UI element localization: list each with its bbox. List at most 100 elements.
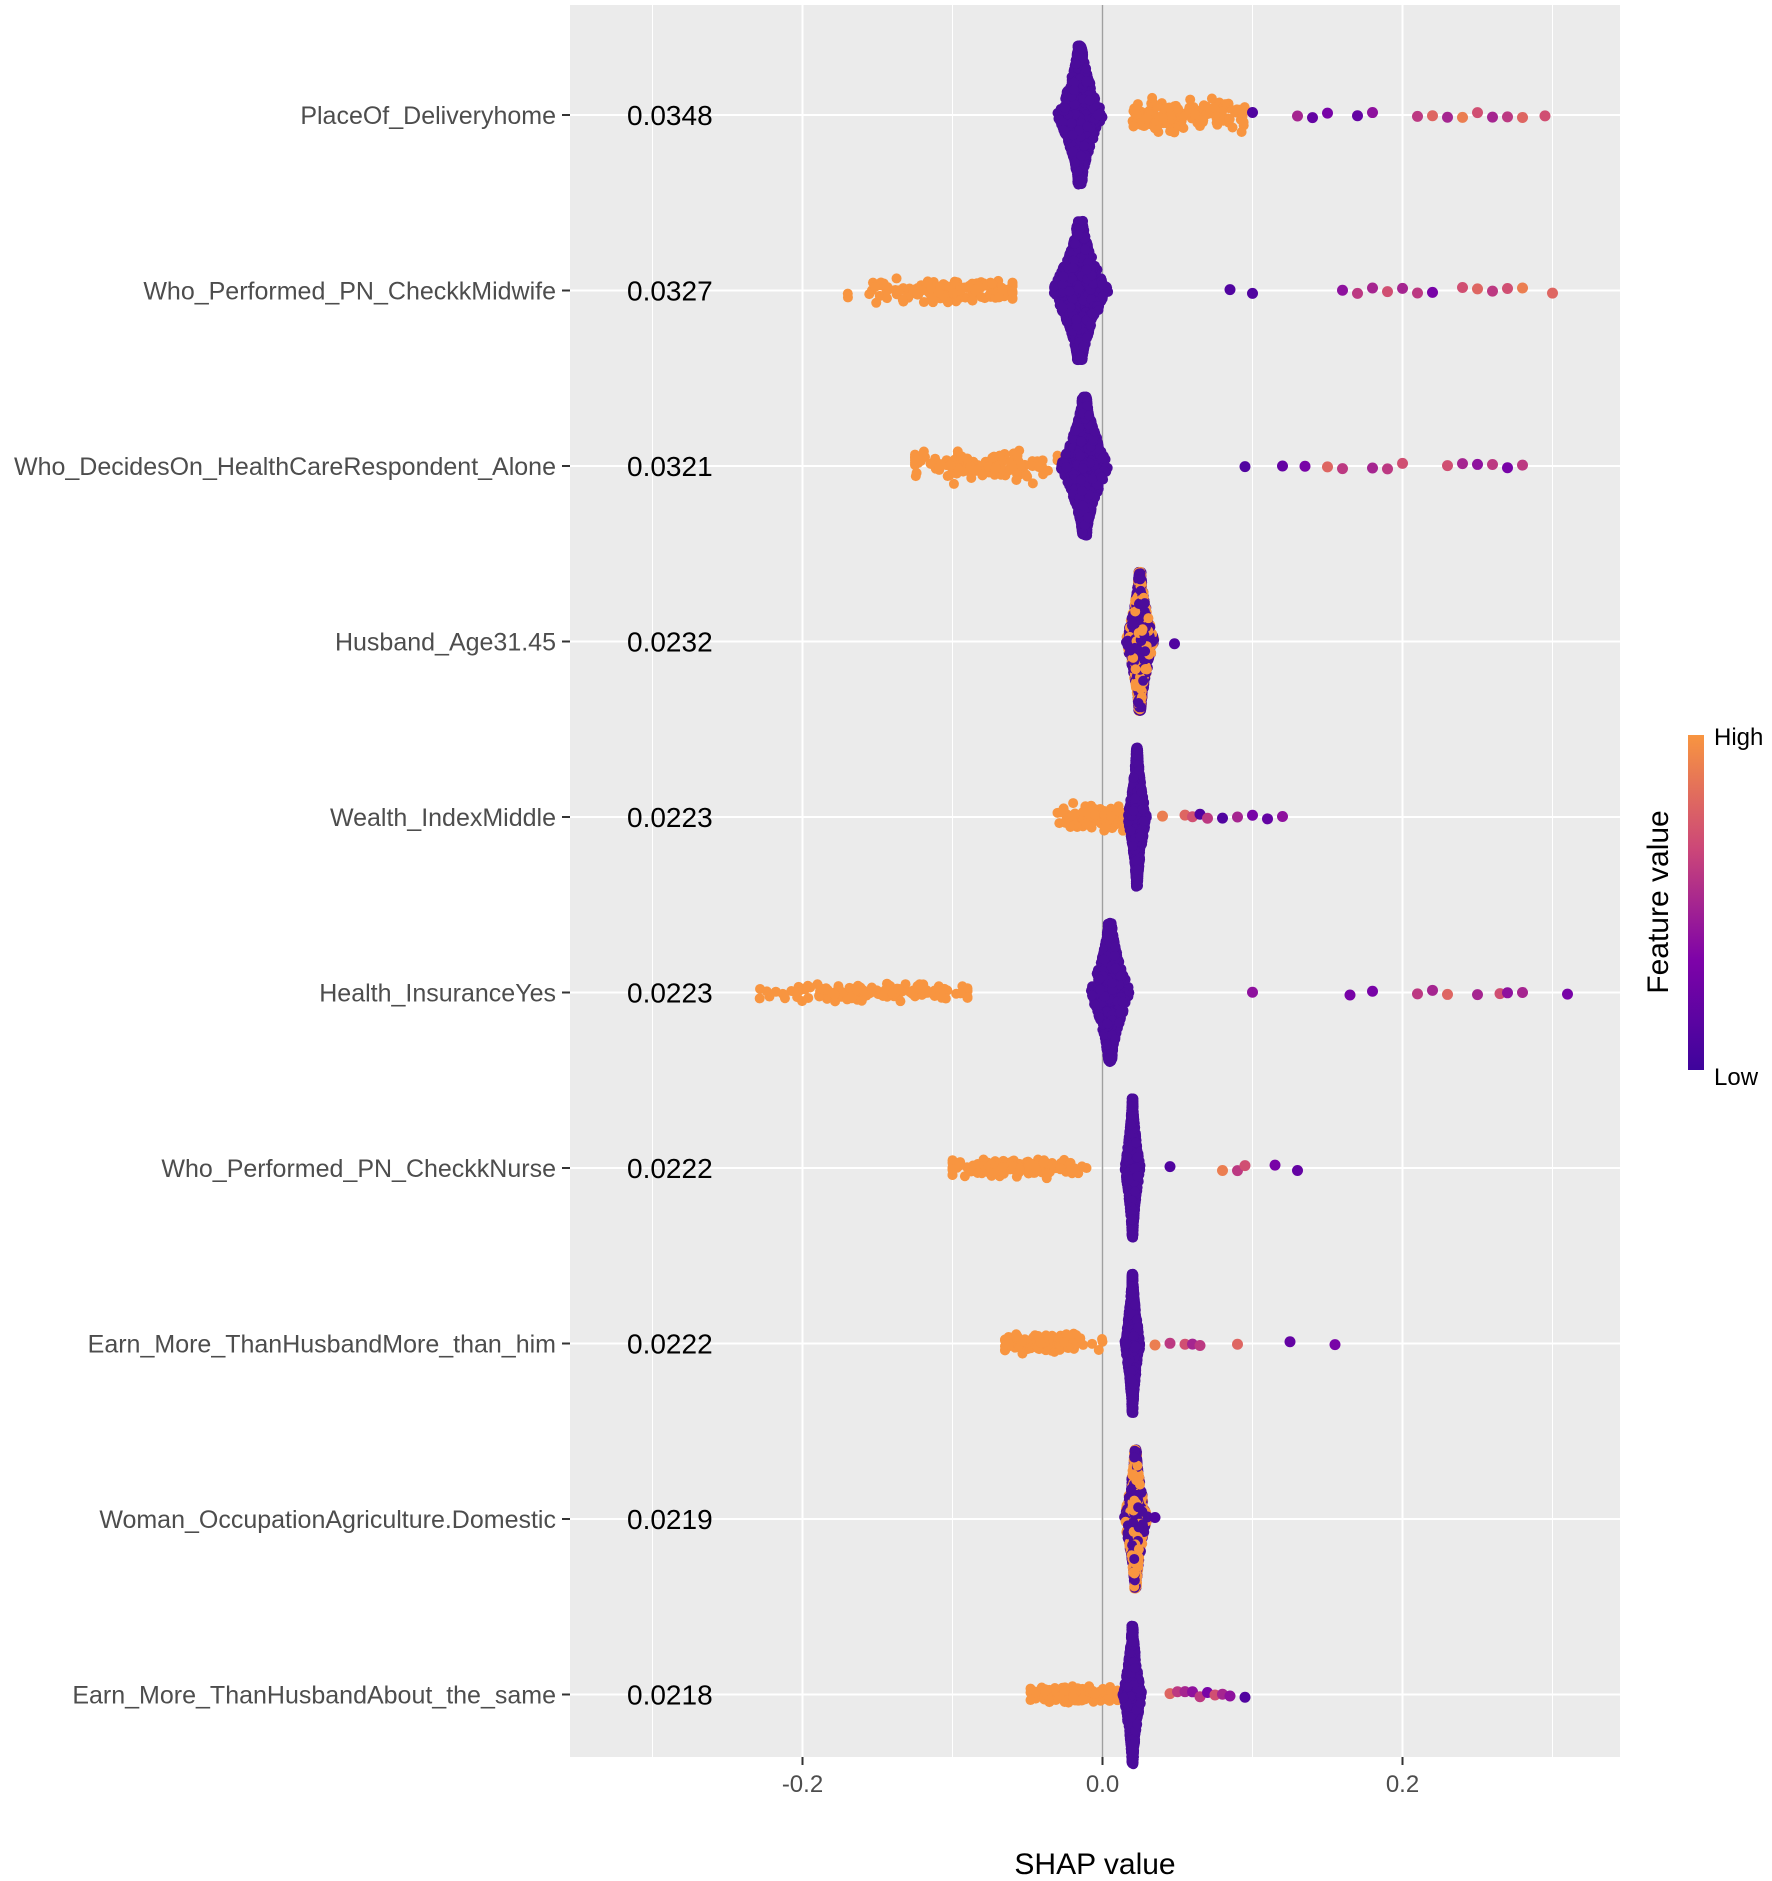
high-value-point: [897, 294, 908, 305]
feature-points-1: [1052, 40, 1551, 190]
high-value-point: [1142, 112, 1153, 123]
high-value-point: [986, 278, 997, 289]
outlier-point: [1367, 462, 1378, 474]
high-value-point: [945, 460, 956, 471]
high-value-point: [1209, 102, 1220, 113]
high-value-point: [1169, 127, 1180, 138]
high-value-point: [1042, 465, 1053, 476]
low-value-point: [1058, 271, 1069, 282]
outlier-point: [1547, 287, 1558, 299]
outlier-point: [1472, 283, 1483, 295]
low-value-point: [1086, 320, 1097, 331]
low-value-point: [1061, 462, 1072, 473]
high-value-point: [1238, 117, 1249, 128]
low-value-point: [1080, 244, 1091, 255]
high-value-point: [948, 288, 959, 299]
high-value-point: [1131, 109, 1142, 120]
high-value-point: [933, 287, 944, 298]
high-value-point: [1080, 818, 1091, 829]
low-value-point: [1061, 448, 1072, 459]
high-value-point: [912, 289, 923, 300]
high-value-point: [1152, 101, 1163, 112]
outlier-point: [1442, 111, 1453, 123]
low-value-point: [1064, 286, 1075, 297]
low-value-point: [1137, 625, 1148, 636]
low-value-point: [1070, 58, 1081, 69]
low-value-point: [1125, 645, 1136, 656]
high-value-point: [891, 273, 902, 284]
low-value-point: [1140, 664, 1151, 675]
outlier-point: [1487, 111, 1498, 123]
outlier-point: [1502, 282, 1513, 294]
low-value-point: [1078, 341, 1089, 352]
outlier-point: [1517, 282, 1528, 294]
low-value-point: [1076, 43, 1087, 54]
outlier-point: [1412, 110, 1423, 122]
outlier-point: [1502, 462, 1513, 474]
outlier-point: [1539, 110, 1551, 122]
high-value-point: [910, 452, 920, 463]
outlier-point: [1502, 111, 1513, 123]
outlier-point: [1517, 459, 1528, 471]
high-value-point: [1224, 114, 1235, 125]
low-value-point: [1069, 157, 1080, 168]
high-value-point: [948, 478, 959, 489]
low-value-point: [1062, 477, 1073, 488]
high-value-point: [1007, 460, 1018, 471]
low-value-point: [1084, 410, 1095, 421]
outlier-point: [1487, 285, 1498, 297]
outlier-point: [1337, 463, 1348, 475]
low-value-point: [1082, 512, 1093, 523]
low-value-point: [1140, 646, 1151, 657]
outlier-point: [1457, 111, 1468, 123]
high-value-point: [1164, 102, 1175, 113]
data-points: [754, 40, 1573, 1770]
low-value-point: [1082, 121, 1093, 132]
outlier-point: [1427, 286, 1438, 298]
outlier-point: [1427, 110, 1438, 122]
high-value-point: [935, 459, 946, 470]
low-value-point: [1097, 453, 1108, 464]
high-value-point: [967, 295, 978, 306]
high-value-point: [1087, 803, 1098, 814]
high-value-point: [949, 276, 960, 287]
outlier-point: [1412, 287, 1423, 299]
outlier-point: [1337, 284, 1348, 296]
low-value-point: [1071, 314, 1082, 325]
outlier-point: [1397, 457, 1408, 469]
outlier-point: [1247, 107, 1258, 119]
high-value-point: [1231, 104, 1242, 115]
high-value-point: [1227, 122, 1238, 133]
outlier-point: [1239, 461, 1251, 473]
high-value-point: [952, 446, 963, 457]
high-value-point: [1147, 92, 1158, 103]
low-value-point: [1087, 308, 1098, 319]
high-value-point: [1189, 109, 1200, 120]
high-value-point: [1011, 474, 1022, 485]
outlier-point: [1247, 287, 1258, 299]
high-value-point: [910, 471, 921, 482]
outlier-point: [1457, 458, 1468, 470]
low-value-point: [1070, 426, 1081, 437]
high-value-point: [1067, 810, 1078, 821]
high-value-point: [1100, 822, 1111, 833]
high-value-point: [1149, 123, 1160, 134]
high-value-point: [870, 281, 881, 292]
low-value-point: [1067, 130, 1078, 141]
high-value-point: [893, 285, 904, 296]
outlier-point: [1277, 460, 1288, 472]
low-value-point: [1069, 238, 1080, 249]
outlier-point: [1457, 282, 1468, 294]
high-value-point: [882, 282, 893, 293]
high-value-point: [1158, 113, 1169, 124]
high-value-point: [918, 446, 929, 457]
outlier-point: [1299, 460, 1311, 472]
high-value-point: [993, 292, 1004, 303]
high-value-point: [1012, 450, 1023, 461]
low-value-point: [1076, 474, 1087, 485]
outlier-point: [1322, 107, 1333, 119]
low-value-point: [1096, 472, 1107, 483]
low-value-point: [1127, 618, 1138, 629]
low-value-point: [1130, 664, 1141, 675]
